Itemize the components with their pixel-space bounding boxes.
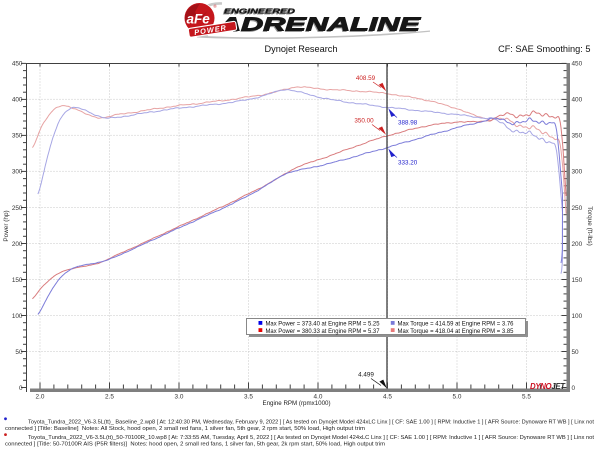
svg-text:ENGINEERED: ENGINEERED	[224, 7, 296, 16]
svg-text:150: 150	[572, 277, 583, 284]
svg-text:Max Power = 380.33 at Engine R: Max Power = 380.33 at Engine RPM = 5.37	[266, 328, 380, 335]
svg-text:CF: SAE Smoothing: 5: CF: SAE Smoothing: 5	[498, 44, 590, 54]
svg-text:100: 100	[12, 313, 23, 320]
svg-text:DYNOJET: DYNOJET	[530, 382, 566, 391]
svg-text:®: ®	[214, 4, 218, 9]
svg-text:5.5: 5.5	[522, 394, 531, 401]
svg-text:408.59: 408.59	[356, 75, 376, 82]
svg-text:Dynojet Research: Dynojet Research	[264, 44, 337, 54]
svg-text:400: 400	[572, 97, 583, 104]
svg-text:400: 400	[12, 97, 23, 104]
svg-text:5.0: 5.0	[453, 394, 462, 401]
svg-text:200: 200	[572, 241, 583, 248]
svg-text:0: 0	[19, 385, 23, 392]
svg-text:Torque (ft-lbs): Torque (ft-lbs)	[586, 206, 593, 245]
svg-text:50: 50	[572, 349, 580, 356]
svg-text:350.00: 350.00	[354, 118, 374, 125]
svg-text:ENGINEERED: ENGINEERED	[223, 8, 295, 17]
svg-text:150: 150	[12, 277, 23, 284]
svg-text:2.5: 2.5	[105, 394, 114, 401]
svg-text:300: 300	[572, 169, 583, 176]
svg-text:Power (hp): Power (hp)	[3, 210, 10, 241]
svg-text:ADRENALINE: ADRENALINE	[216, 15, 420, 36]
svg-text:3.0: 3.0	[175, 394, 184, 401]
svg-text:Toyota_Tundra_2022_V6-3.5L(tt): Toyota_Tundra_2022_V6-3.5L(tt)_50-70100R…	[28, 435, 595, 441]
svg-text:Max Power = 373.40 at Engine R: Max Power = 373.40 at Engine RPM = 5.25	[266, 321, 380, 328]
svg-text:connected ] [Title: 50-70100R: connected ] [Title: 50-70100R AIS (P5R f…	[5, 441, 386, 447]
svg-text:350: 350	[572, 133, 583, 140]
svg-text:388.98: 388.98	[398, 120, 418, 127]
svg-text:aFe: aFe	[187, 12, 211, 27]
svg-text:450: 450	[12, 61, 23, 68]
svg-text:Max Torque = 418.04 at Engine: Max Torque = 418.04 at Engine RPM = 3.85	[398, 328, 514, 335]
svg-text:333.20: 333.20	[398, 160, 418, 167]
svg-text:100: 100	[572, 313, 583, 320]
svg-text:Toyota_Tundra_2022_V6-3.5L(tt): Toyota_Tundra_2022_V6-3.5L(tt)_ Baseline…	[28, 419, 595, 425]
svg-text:Max Torque = 414.59 at Engine: Max Torque = 414.59 at Engine RPM = 3.76	[398, 321, 514, 328]
svg-text:350: 350	[12, 133, 23, 140]
svg-text:200: 200	[12, 241, 23, 248]
svg-text:300: 300	[12, 169, 23, 176]
svg-text:50: 50	[15, 349, 23, 356]
svg-text:4.499: 4.499	[358, 372, 374, 379]
svg-text:Engine RPM (rpmx1000): Engine RPM (rpmx1000)	[262, 400, 330, 407]
svg-text:ADRENALINE: ADRENALINE	[217, 14, 421, 35]
svg-text:3.5: 3.5	[244, 394, 253, 401]
svg-text:250: 250	[572, 205, 583, 212]
svg-text:2.0: 2.0	[36, 394, 45, 401]
svg-text:0: 0	[572, 385, 576, 392]
svg-text:4.0: 4.0	[314, 394, 323, 401]
svg-text:450: 450	[572, 61, 583, 68]
svg-text:4.5: 4.5	[383, 394, 392, 401]
svg-text:250: 250	[12, 205, 23, 212]
svg-text:connected ] [Title: Baseline]: connected ] [Title: Baseline] Notes: All…	[5, 426, 366, 432]
